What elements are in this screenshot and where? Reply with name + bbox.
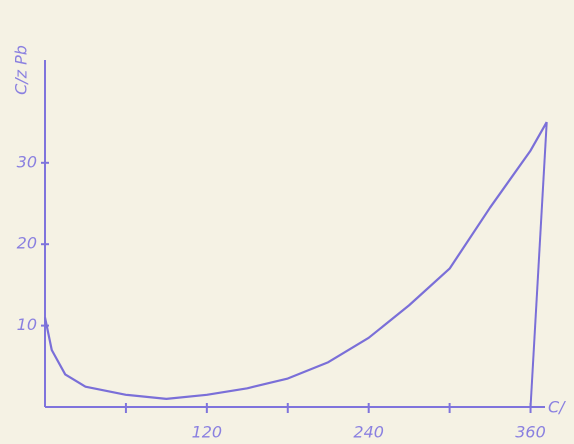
y-tick-label: 30 [17,152,37,171]
x-tick-label: 240 [353,423,384,442]
y-tick-label: 10 [17,315,37,334]
x-axis-label: C/ [548,398,566,417]
end-drop-line [529,122,548,408]
data-line [43,121,548,400]
y-axis-label: C/z Pb [12,45,31,95]
x-tick-label: 360 [515,423,546,442]
y-tick-label: 20 [17,234,37,253]
x-tick-label: 120 [192,423,223,442]
